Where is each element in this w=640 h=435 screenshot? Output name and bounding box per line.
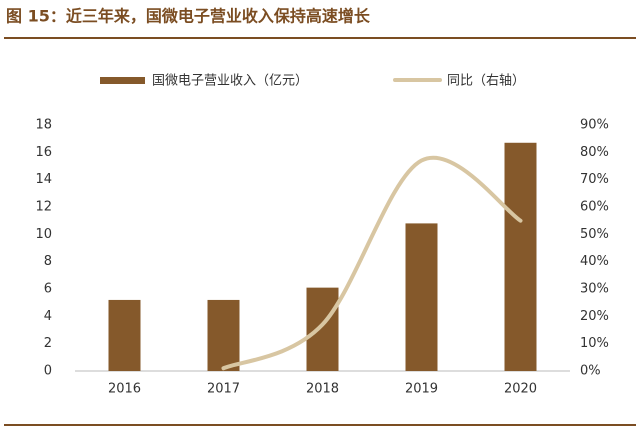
y2-tick-label: 90% [580, 118, 609, 133]
y-tick-label: 0 [44, 364, 52, 379]
y2-tick-label: 0% [580, 364, 601, 379]
y2-tick-label: 40% [580, 254, 609, 269]
y2-tick-label: 60% [580, 200, 609, 215]
y-tick-label: 6 [44, 282, 52, 297]
x-tick-label: 2020 [504, 382, 537, 397]
x-tick-label: 2019 [405, 382, 438, 397]
bar [207, 299, 240, 371]
y-tick-label: 18 [35, 118, 52, 133]
y-tick-label: 12 [35, 200, 52, 215]
line [221, 155, 523, 371]
y2-tick-label: 70% [580, 172, 609, 187]
y-tick-label: 14 [35, 172, 52, 187]
bar [306, 287, 339, 371]
x-tick-label: 2017 [207, 382, 240, 397]
bar [504, 142, 537, 371]
bar [108, 299, 141, 371]
y2-tick-label: 50% [580, 227, 609, 242]
y-tick-label: 4 [44, 309, 52, 324]
legend-swatch [100, 77, 145, 84]
legend-label: 国微电子营业收入（亿元） [152, 74, 308, 89]
bar [405, 223, 438, 371]
y-tick-label: 16 [35, 145, 52, 160]
y-tick-label: 2 [44, 336, 52, 351]
y2-tick-label: 30% [580, 282, 609, 297]
y2-tick-label: 10% [580, 336, 609, 351]
legend-label: 同比（右轴） [447, 74, 525, 89]
y2-tick-label: 20% [580, 309, 609, 324]
x-tick-label: 2018 [306, 382, 339, 397]
y-tick-label: 8 [44, 254, 52, 269]
x-tick-label: 2016 [108, 382, 141, 397]
y2-tick-label: 80% [580, 145, 609, 160]
y-tick-label: 10 [35, 227, 52, 242]
chart-title: 图 15：近三年来，国微电子营业收入保持高速增长 [6, 7, 371, 26]
